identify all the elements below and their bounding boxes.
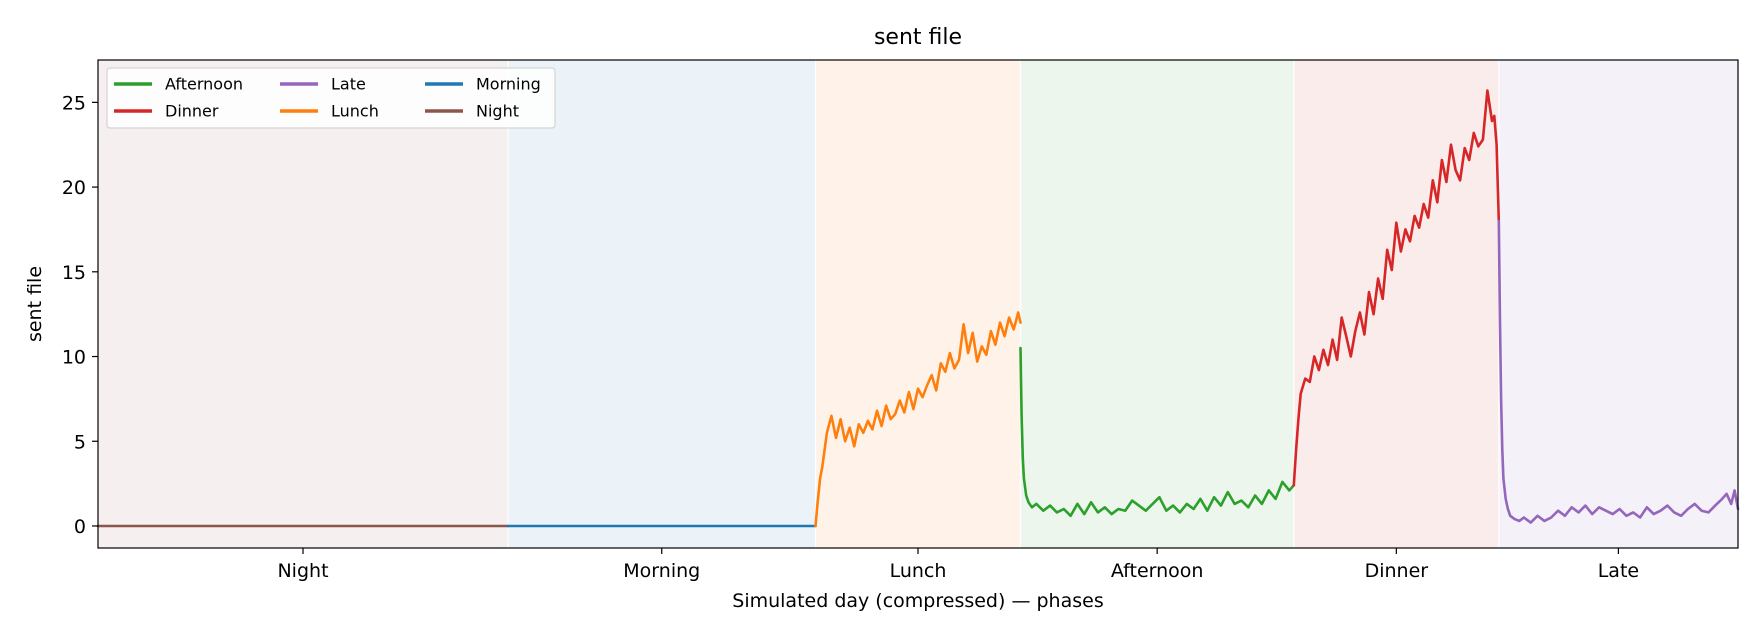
phase-band-morning [508, 60, 816, 548]
legend: Afternoon Dinner Late Lunch Morning Night [106, 67, 556, 129]
series-line-dinner [1292, 89, 1501, 487]
y-tick-label: 25 [62, 92, 86, 114]
y-tick-label: 0 [74, 516, 86, 538]
y-tick-label: 20 [62, 177, 86, 199]
x-axis-label: Simulated day (compressed) — phases [732, 590, 1103, 612]
legend-label-afternoon: Afternoon [165, 75, 243, 94]
phase-bands [98, 60, 1738, 548]
legend-label-night: Night [476, 102, 519, 121]
phase-band-afternoon [1020, 60, 1294, 548]
x-tick-label: Afternoon [1111, 560, 1204, 582]
phase-band-lunch [815, 60, 1021, 548]
y-tick-label: 5 [74, 431, 86, 453]
x-axis: Night Morning Lunch Afternoon Dinner Late [277, 548, 1639, 582]
y-tick-label: 10 [62, 347, 86, 369]
y-axis: 0 5 10 15 20 25 [62, 92, 98, 538]
y-tick-label: 15 [62, 262, 86, 284]
series-line-lunch [814, 311, 1022, 528]
y-axis-label: sent file [24, 266, 46, 342]
series-lines [96, 89, 1740, 528]
x-tick-label: Morning [623, 560, 700, 582]
x-tick-label: Lunch [890, 560, 947, 582]
x-tick-label: Night [277, 560, 328, 582]
phase-band-late [1498, 60, 1738, 548]
phase-band-night [98, 60, 508, 548]
phase-band-dinner [1293, 60, 1499, 548]
chart-title: sent file [874, 25, 962, 50]
legend-label-morning: Morning [476, 75, 541, 94]
series-line-late [1497, 219, 1740, 524]
x-tick-label: Late [1598, 560, 1639, 582]
x-tick-label: Dinner [1365, 560, 1429, 582]
legend-label-late: Late [331, 75, 366, 94]
legend-label-lunch: Lunch [331, 102, 379, 121]
legend-label-dinner: Dinner [165, 102, 219, 121]
series-line-afternoon [1019, 346, 1296, 518]
